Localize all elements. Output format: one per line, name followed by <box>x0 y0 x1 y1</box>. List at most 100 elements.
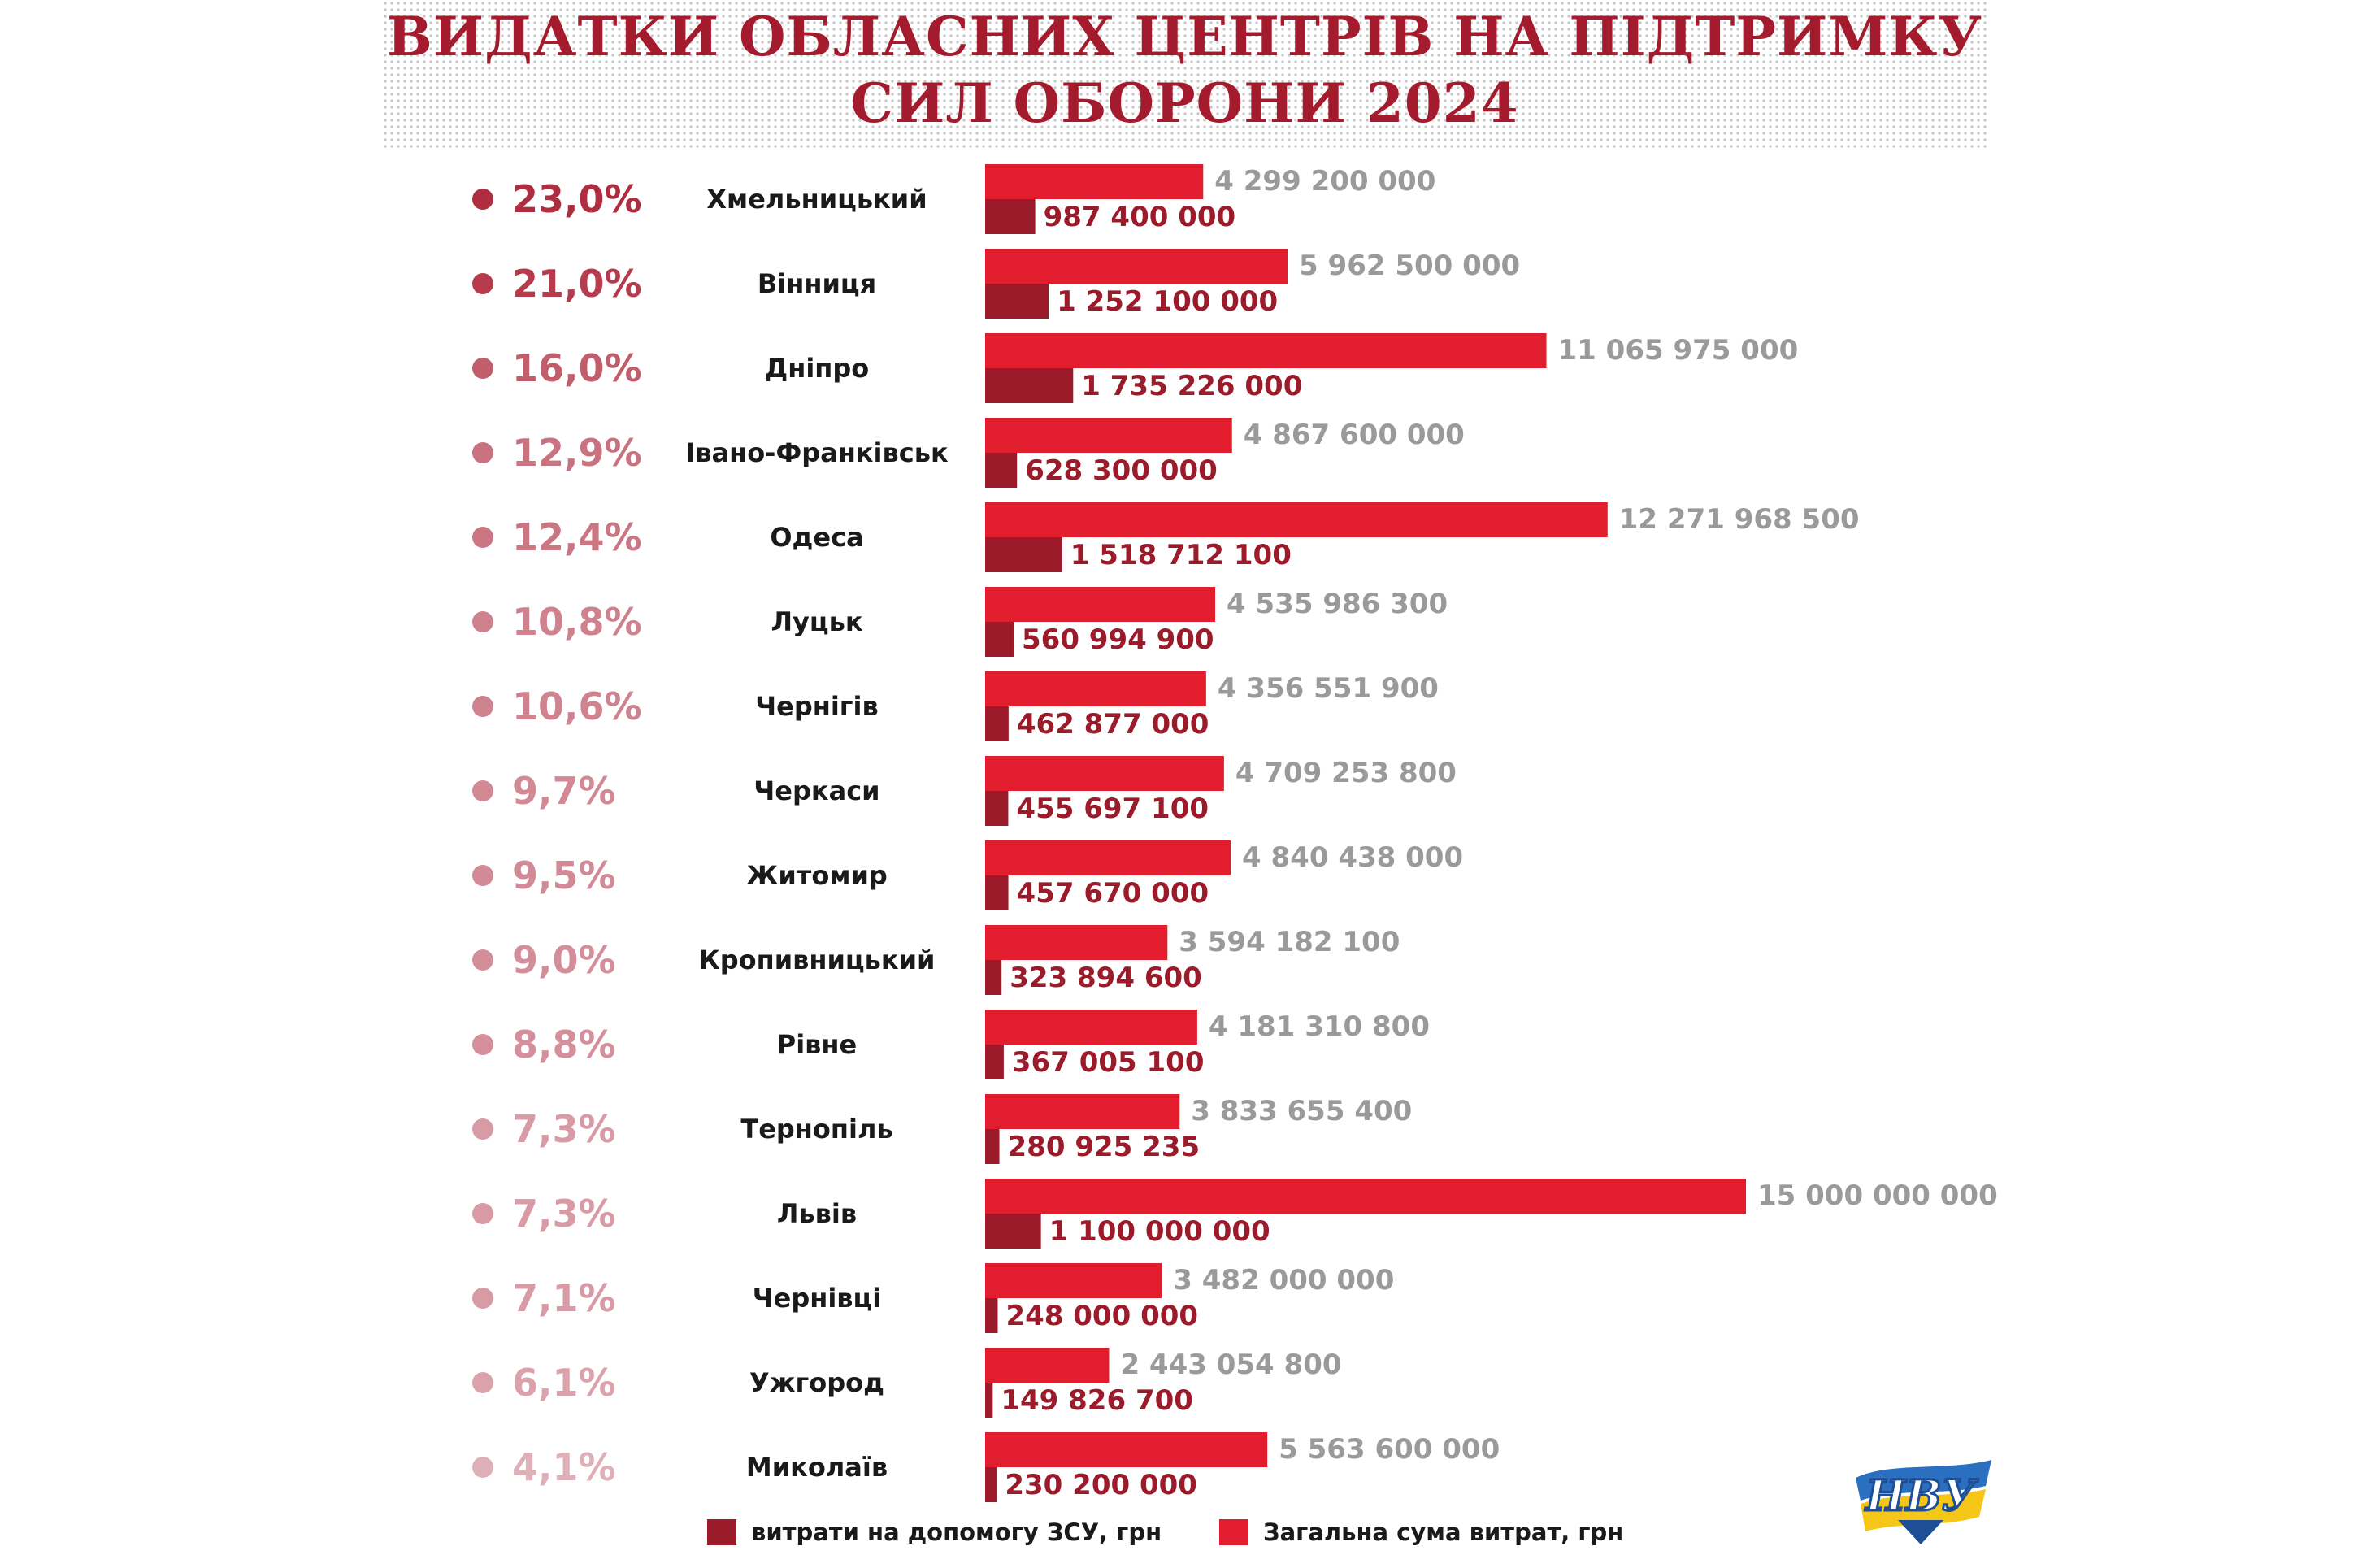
city-label: Хмельницький <box>706 184 927 215</box>
total-value-label: 4 356 551 900 <box>1218 672 1439 705</box>
legend-item-total: Загальна сума витрат, грн <box>1219 1518 1623 1546</box>
zsu-bar <box>985 199 1036 234</box>
total-value-label: 12 271 968 500 <box>1619 503 1860 536</box>
zsu-value-label: 1 518 712 100 <box>1070 539 1292 571</box>
zsu-bar <box>985 1214 1041 1249</box>
logo-yellow-stripe <box>1861 1489 1986 1531</box>
logo-blue-stripe <box>1856 1460 1991 1501</box>
city-label: Львів <box>777 1198 857 1229</box>
total-bar <box>985 925 1168 960</box>
logo-triangle <box>1898 1520 1943 1544</box>
total-value-label: 4 709 253 800 <box>1235 757 1457 789</box>
percent-dot <box>472 1118 493 1140</box>
zsu-value-label: 280 925 235 <box>1008 1131 1201 1163</box>
percent-dot <box>472 1203 493 1224</box>
percent-dot <box>472 1457 493 1478</box>
legend-item-zsu: витрати на допомогу ЗСУ, грн <box>707 1518 1162 1546</box>
zsu-value-label: 367 005 100 <box>1012 1046 1205 1079</box>
total-bar <box>985 756 1224 791</box>
total-value-label: 3 482 000 000 <box>1173 1264 1394 1297</box>
zsu-bar <box>985 453 1018 488</box>
zsu-value-label: 462 877 000 <box>1017 708 1209 741</box>
total-bar <box>985 502 1608 537</box>
percent-dot <box>472 780 493 801</box>
zsu-value-label: 323 894 600 <box>1010 962 1202 994</box>
percent-dot <box>472 442 493 463</box>
zsu-value-label: 1 100 000 000 <box>1049 1215 1270 1248</box>
percent-label: 7,1% <box>512 1276 616 1320</box>
zsu-bar <box>985 1467 997 1502</box>
city-label: Чернівці <box>753 1283 881 1314</box>
percent-dot <box>472 1288 493 1309</box>
percent-dot <box>472 696 493 717</box>
zsu-bar <box>985 706 1009 741</box>
legend-swatch-total <box>1219 1519 1248 1545</box>
zsu-bar <box>985 537 1062 572</box>
percent-label: 12,4% <box>512 515 642 559</box>
total-value-label: 4 181 310 800 <box>1209 1010 1430 1043</box>
city-label: Луцьк <box>771 606 862 637</box>
zsu-value-label: 455 697 100 <box>1016 793 1209 825</box>
zsu-value-label: 987 400 000 <box>1044 201 1236 233</box>
total-bar <box>985 671 1206 706</box>
percent-label: 7,3% <box>512 1107 616 1151</box>
total-value-label: 15 000 000 000 <box>1757 1179 1998 1212</box>
zsu-value-label: 248 000 000 <box>1005 1300 1198 1332</box>
zsu-value-label: 457 670 000 <box>1017 877 1209 910</box>
total-value-label: 4 840 438 000 <box>1242 841 1463 874</box>
city-label: Кропивницький <box>699 945 936 975</box>
zsu-bar <box>985 368 1074 403</box>
city-label: Чернігів <box>755 691 878 722</box>
city-label: Рівне <box>777 1029 857 1060</box>
percent-label: 6,1% <box>512 1361 616 1405</box>
total-bar <box>985 1348 1110 1383</box>
title-banner: ВИДАТКИ ОБЛАСНИХ ЦЕНТРІВ НА ПІДТРИМКУ СИ… <box>382 0 1987 148</box>
percent-dot <box>472 1372 493 1393</box>
city-label: Івано-Франківськ <box>685 437 949 468</box>
percent-dot <box>472 358 493 379</box>
percent-label: 16,0% <box>512 346 642 390</box>
total-value-label: 4 867 600 000 <box>1244 419 1465 451</box>
zsu-value-label: 1 252 100 000 <box>1057 285 1278 318</box>
zsu-bar <box>985 960 1002 995</box>
city-label: Ужгород <box>749 1367 884 1398</box>
percent-label: 9,7% <box>512 769 616 813</box>
legend-swatch-zsu <box>707 1519 736 1545</box>
total-value-label: 5 962 500 000 <box>1299 250 1520 282</box>
percent-label: 12,9% <box>512 431 642 475</box>
percent-dot <box>472 527 493 548</box>
total-bar <box>985 1179 1746 1214</box>
total-bar <box>985 418 1232 453</box>
legend-label-zsu: витрати на допомогу ЗСУ, грн <box>751 1518 1162 1546</box>
title-line-1: ВИДАТКИ ОБЛАСНИХ ЦЕНТРІВ НА ПІДТРИМКУ <box>386 5 1983 68</box>
zsu-bar <box>985 1045 1004 1079</box>
total-bar <box>985 1263 1162 1298</box>
total-bar <box>985 249 1288 284</box>
city-label: Миколаїв <box>746 1452 888 1483</box>
total-bar <box>985 164 1204 199</box>
percent-label: 21,0% <box>512 262 642 306</box>
zsu-bar <box>985 1129 1000 1164</box>
city-label: Вінниця <box>758 268 876 299</box>
zsu-bar <box>985 1383 993 1418</box>
zsu-bar <box>985 284 1049 319</box>
legend-label-total: Загальна сума витрат, грн <box>1263 1518 1624 1546</box>
city-label: Черкаси <box>753 775 879 806</box>
percent-label: 23,0% <box>512 177 642 221</box>
city-label: Дніпро <box>765 353 870 384</box>
title-line-2: СИЛ ОБОРОНИ 2024 <box>850 72 1519 135</box>
zsu-value-label: 230 200 000 <box>1005 1469 1197 1501</box>
zsu-value-label: 1 735 226 000 <box>1081 370 1302 402</box>
zsu-value-label: 149 826 700 <box>1001 1384 1193 1417</box>
percent-label: 8,8% <box>512 1023 616 1066</box>
zsu-bar <box>985 1298 998 1333</box>
total-value-label: 11 065 975 000 <box>1558 334 1799 367</box>
city-label: Житомир <box>746 860 888 891</box>
total-bar <box>985 1432 1268 1467</box>
logo-text: НВУ <box>1864 1471 1978 1521</box>
percent-label: 10,8% <box>512 600 642 644</box>
city-label: Одеса <box>770 522 863 553</box>
percent-label: 7,3% <box>512 1192 616 1236</box>
